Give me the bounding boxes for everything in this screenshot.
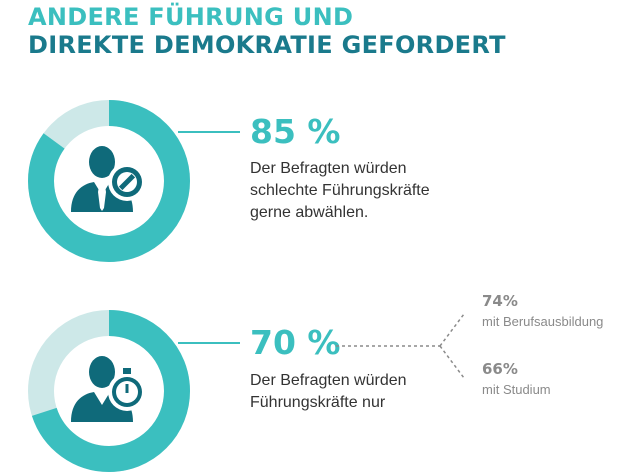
breakdown-1-label: mit Berufsausbildung <box>482 314 604 329</box>
stat2-line-2: Führungskräfte nur <box>250 394 386 411</box>
stat2-branch-lines <box>336 313 465 379</box>
stat1-connector-line <box>178 131 240 133</box>
title-line-1: ANDERE FÜHRUNG UND <box>28 3 354 31</box>
breakdown-1-value: 74% <box>482 292 518 310</box>
stat2-connector-line <box>178 342 240 344</box>
donut-chart-70 <box>28 310 190 472</box>
stat1-line-1: Der Befragten würden <box>250 160 407 177</box>
stat1-line-3: gerne abwählen. <box>250 204 369 221</box>
person-stopwatch-icon <box>71 356 146 422</box>
stat1-description: Der Befragten würden schlechte Führungsk… <box>250 158 430 224</box>
donut-ring-value <box>28 100 190 262</box>
breakdown-2-label: mit Studium <box>482 382 551 397</box>
stat2-description: Der Befragten würden Führungskräfte nur <box>250 370 407 414</box>
stat1-percent: 85 % <box>250 112 341 151</box>
stat2-percent: 70 % <box>250 323 341 362</box>
title-line-2: DIREKTE DEMOKRATIE GEFORDERT <box>28 31 506 59</box>
stat1-line-2: schlechte Führungskräfte <box>250 182 430 199</box>
donut-chart-85 <box>28 100 190 262</box>
breakdown-2-value: 66% <box>482 360 518 378</box>
person-blocked-icon <box>71 146 146 212</box>
stat2-line-1: Der Befragten würden <box>250 372 407 389</box>
